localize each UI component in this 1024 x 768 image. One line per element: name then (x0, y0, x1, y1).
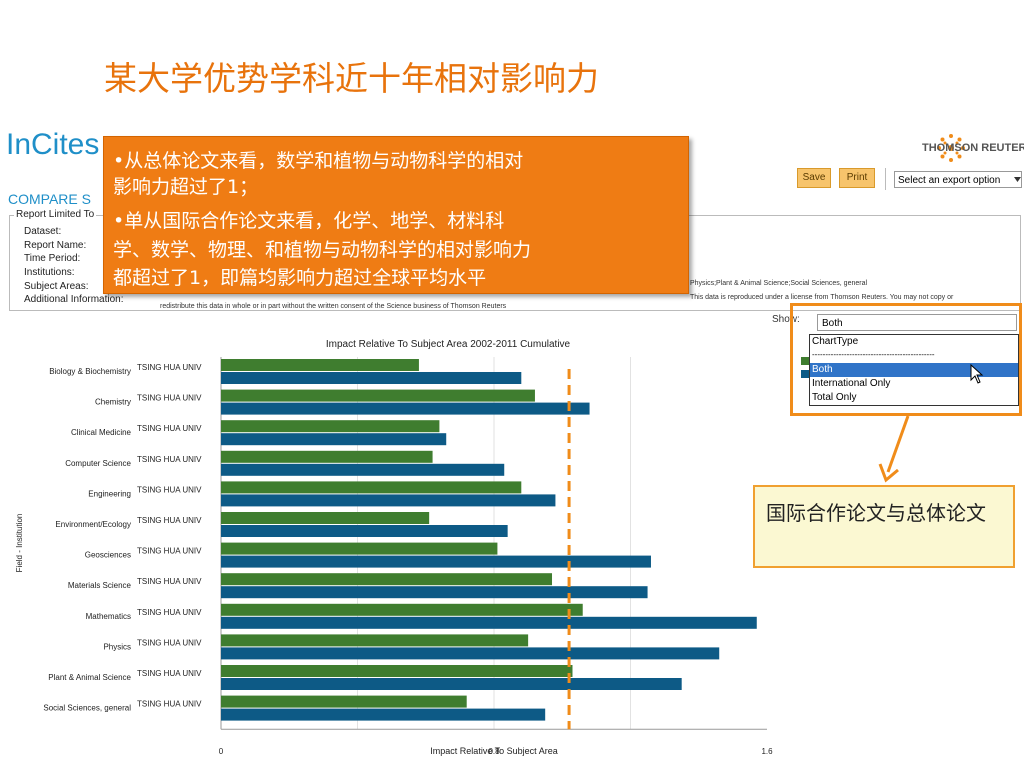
x-tick-label: 0 (219, 747, 224, 756)
bar (221, 525, 508, 537)
category-label: Computer Science (65, 459, 131, 468)
category-label: Mathematics (86, 612, 131, 621)
institution-label: TSING HUA UNIV (137, 547, 202, 556)
category-label: Biology & Biochemistry (49, 367, 131, 376)
bar (221, 573, 553, 586)
institution-label: TSING HUA UNIV (137, 608, 202, 617)
bar (221, 389, 535, 402)
bar (221, 463, 505, 476)
bar (221, 512, 430, 524)
category-label: Environment/Ecology (55, 520, 131, 529)
institution-label: TSING HUA UNIV (137, 363, 202, 372)
bar (221, 494, 556, 507)
chart-type-select[interactable]: Both (817, 314, 1017, 331)
category-label: Chemistry (95, 398, 131, 407)
category-label: Materials Science (68, 581, 132, 590)
option-total-only[interactable]: Total Only (812, 392, 857, 403)
save-button[interactable]: Save (797, 168, 831, 188)
bar (221, 586, 648, 599)
summary-callout (103, 136, 689, 294)
institution-label: TSING HUA UNIV (137, 394, 202, 403)
category-label: Physics (103, 642, 131, 651)
bar (221, 450, 433, 463)
category-label: Engineering (88, 489, 131, 498)
bar (221, 555, 651, 568)
chevron-down-icon[interactable] (1013, 175, 1022, 184)
chart-title: Impact Relative To Subject Area 2002-201… (326, 339, 571, 350)
institution-label: TSING HUA UNIV (137, 638, 202, 647)
print-button[interactable]: Print (839, 168, 875, 188)
x-axis-title: Impact Relative To Subject Area (430, 746, 557, 756)
note-text: 国际合作论文与总体论文 (766, 501, 986, 525)
y-axis-title: Field - Institution (15, 514, 24, 573)
report-license-line: This data is reproduced under a license … (690, 294, 954, 301)
mouse-cursor-icon (970, 364, 984, 384)
bar (221, 420, 440, 433)
bar (221, 616, 757, 629)
x-tick-label: 1.6 (761, 747, 773, 756)
report-label-additional: Additional Information: (24, 294, 124, 305)
category-label: Geosciences (85, 551, 131, 560)
bar (221, 647, 720, 660)
bar (221, 603, 583, 616)
report-label-institutions: Institutions: (24, 267, 75, 278)
callout-line: 学、数学、物理、和植物与动物科学的相对影响力 (113, 239, 532, 261)
legend-swatch (801, 370, 809, 378)
x-tick-label: 0.8 (488, 747, 500, 756)
institution-label: TSING HUA UNIV (137, 700, 202, 709)
report-subjects-value: Physics;Plant & Animal Science;Social Sc… (690, 280, 868, 287)
bar (221, 695, 467, 708)
callout-line: 影响力超过了1； (113, 176, 259, 198)
option-international-only[interactable]: International Only (812, 378, 891, 389)
bar (221, 433, 447, 446)
report-label-subjects: Subject Areas: (24, 281, 89, 292)
institution-label: TSING HUA UNIV (137, 669, 202, 678)
export-select-value: Select an export option (898, 175, 1001, 186)
annotation-arrow-icon (878, 415, 910, 483)
institution-label: TSING HUA UNIV (137, 577, 202, 586)
export-select[interactable]: Select an export option (894, 171, 1022, 188)
dropdown-header: ChartType (812, 336, 859, 347)
bar (221, 708, 546, 721)
slide-title: 某大学优势学科近十年相对影响力 (104, 59, 599, 98)
highlight-frame (790, 303, 1022, 416)
category-label: Plant & Animal Science (48, 673, 131, 682)
category-label: Social Sciences, general (43, 704, 131, 713)
bar (221, 372, 522, 384)
app-brand-logo: InCites (6, 128, 100, 161)
bar (221, 678, 682, 690)
bar (221, 359, 419, 371)
bar (221, 634, 529, 647)
bar (221, 402, 590, 415)
chart-type-select-value: Both (822, 318, 843, 329)
institution-label: TSING HUA UNIV (137, 485, 202, 494)
impact-bar-chart: Impact Relative To Subject Area 2002-201… (15, 339, 809, 756)
institution-label: TSING HUA UNIV (137, 455, 202, 464)
bar (221, 542, 498, 555)
report-info-legend: Report Limited To (14, 209, 97, 220)
bar (221, 665, 573, 677)
compare-heading: COMPARE S (8, 191, 91, 207)
thomson-reuters-logo-icon (937, 134, 965, 162)
callout-line: •单从国际合作论文来看，化学、地学、材料科 (113, 210, 505, 232)
report-label-dataset: Dataset: (24, 226, 62, 237)
callout-line: 都超过了1，即篇均影响力超过全球平均水平 (113, 267, 487, 289)
toolbar-divider (885, 168, 886, 190)
legend-swatch (801, 357, 809, 365)
report-label-name: Report Name: (24, 240, 87, 251)
institution-label: TSING HUA UNIV (137, 516, 202, 525)
thomson-reuters-logo-text: THOMSON REUTER (922, 142, 1024, 154)
institution-label: TSING HUA UNIV (137, 424, 202, 433)
category-label: Clinical Medicine (71, 428, 132, 437)
dropdown-separator: ----------------------------------------… (812, 350, 935, 359)
report-license-line-2: redistribute this data in whole or in pa… (160, 303, 507, 310)
callout-line: •从总体论文来看，数学和植物与动物科学的相对 (113, 150, 524, 172)
bar (221, 481, 522, 494)
show-label: Show: (772, 314, 800, 325)
report-label-period: Time Period: (24, 253, 81, 264)
option-both[interactable]: Both (810, 363, 1018, 377)
note-box (753, 485, 1015, 568)
